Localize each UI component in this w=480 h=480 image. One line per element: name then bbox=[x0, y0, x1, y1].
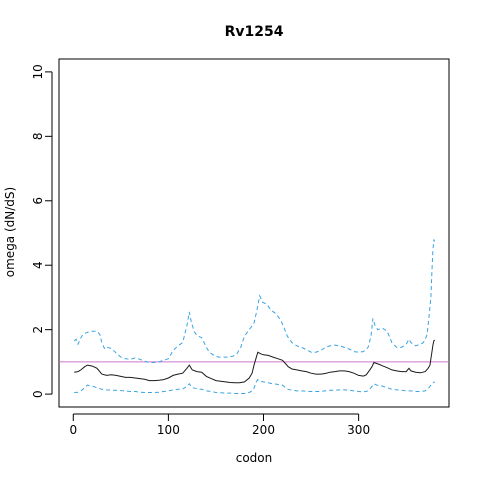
plot-frame bbox=[58, 58, 450, 408]
x-tick-label: 300 bbox=[347, 423, 370, 437]
x-tick-label: 200 bbox=[252, 423, 275, 437]
y-tick-label: 2 bbox=[31, 326, 45, 334]
y-axis-label: omega (dN/dS) bbox=[3, 187, 17, 277]
y-tick-label: 4 bbox=[31, 261, 45, 269]
axes-layer: 0 100 200 300 0 2 4 6 8 10 bbox=[31, 64, 370, 437]
series-line-2 bbox=[74, 378, 435, 394]
series-line-1 bbox=[74, 339, 436, 384]
x-axis-label: codon bbox=[236, 451, 273, 465]
chart-title: Rv1254 bbox=[225, 24, 284, 40]
series-line-0 bbox=[73, 239, 436, 363]
y-tick-label: 0 bbox=[31, 390, 45, 398]
y-tick-label: 8 bbox=[31, 133, 45, 141]
y-tick-label: 10 bbox=[31, 64, 45, 79]
x-tick-label: 0 bbox=[69, 423, 77, 437]
y-tick-label: 6 bbox=[31, 197, 45, 205]
x-tick-label: 100 bbox=[157, 423, 180, 437]
series-layer bbox=[73, 239, 436, 394]
